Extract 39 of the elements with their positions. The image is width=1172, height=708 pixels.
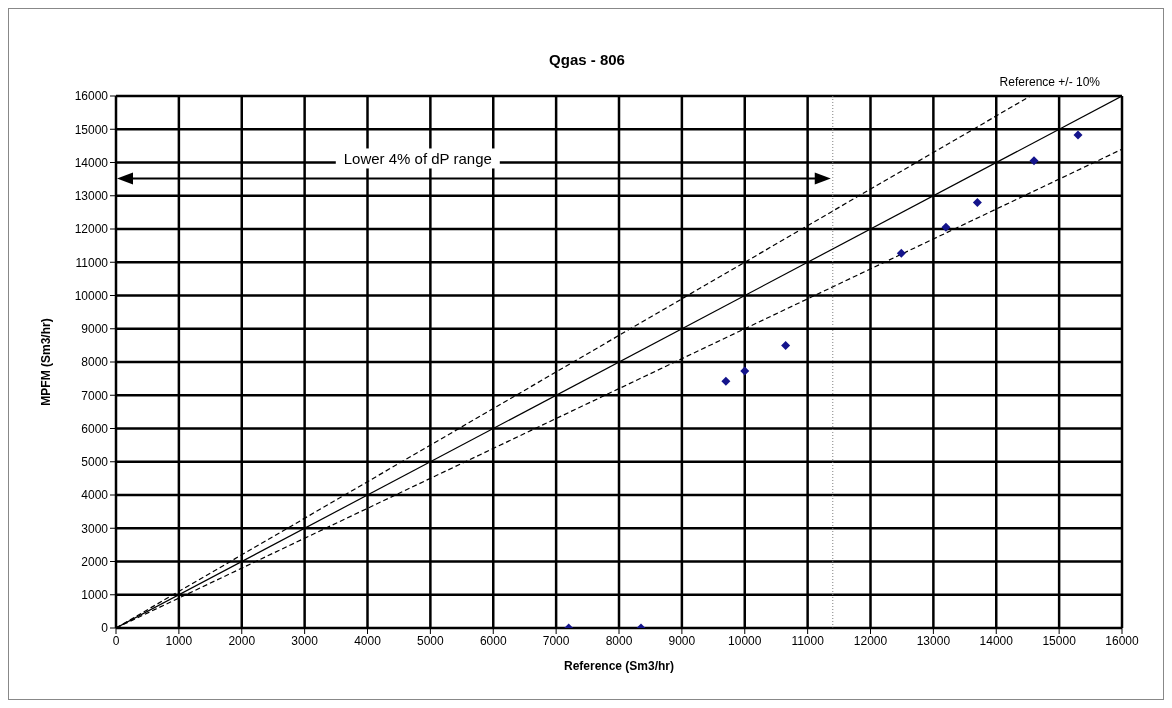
x-tick-label: 0 bbox=[112, 633, 120, 648]
x-tick-label: 6000 bbox=[479, 633, 507, 648]
x-tick-label: 5000 bbox=[417, 633, 445, 648]
y-tick-label: 16000 bbox=[74, 89, 109, 104]
x-tick-label: 11000 bbox=[791, 633, 825, 648]
y-tick-label: 13000 bbox=[74, 189, 109, 204]
y-tick-label: 15000 bbox=[74, 122, 109, 137]
x-tick-label: 1000 bbox=[165, 633, 193, 648]
x-tick-label: 14000 bbox=[979, 633, 1014, 648]
y-tick-label: 14000 bbox=[74, 155, 109, 170]
x-tick-label: 8000 bbox=[605, 633, 633, 648]
y-tick-label: 1000 bbox=[81, 588, 109, 603]
annotation: Lower 4% of dP range bbox=[343, 150, 492, 168]
x-tick-label: 12000 bbox=[853, 633, 888, 648]
x-axis-title: Reference (Sm3/hr) bbox=[563, 659, 675, 673]
x-tick-label: 2000 bbox=[228, 633, 256, 648]
x-tick-label: 15000 bbox=[1042, 633, 1077, 648]
y-tick-label: 7000 bbox=[81, 388, 109, 403]
x-tick-label: 7000 bbox=[542, 633, 570, 648]
y-tick-label: 5000 bbox=[81, 455, 109, 470]
x-tick-label: 13000 bbox=[916, 633, 951, 648]
y-tick-label: 8000 bbox=[81, 355, 109, 370]
x-tick-label: 10000 bbox=[728, 633, 762, 648]
x-tick-label: 9000 bbox=[668, 633, 696, 648]
y-tick-label: 6000 bbox=[81, 421, 109, 436]
y-tick-label: 3000 bbox=[81, 521, 109, 536]
y-tick-label: 10000 bbox=[74, 288, 109, 303]
y-axis-title: MPFM (Sm3/hr) bbox=[39, 318, 54, 406]
y-tick-label: 2000 bbox=[81, 554, 109, 569]
y-tick-label: 4000 bbox=[81, 488, 109, 503]
y-tick-label: 11000 bbox=[75, 255, 109, 270]
x-tick-label: 16000 bbox=[1105, 633, 1140, 648]
x-tick-label: 4000 bbox=[354, 633, 382, 648]
chart-title: Qgas - 806 bbox=[548, 51, 626, 68]
y-tick-label: 9000 bbox=[81, 322, 109, 337]
y-tick-label: 0 bbox=[101, 621, 109, 636]
x-tick-label: 3000 bbox=[291, 633, 319, 648]
text: Reference +/- 10% bbox=[999, 75, 1100, 89]
y-tick-label: 12000 bbox=[74, 222, 109, 237]
